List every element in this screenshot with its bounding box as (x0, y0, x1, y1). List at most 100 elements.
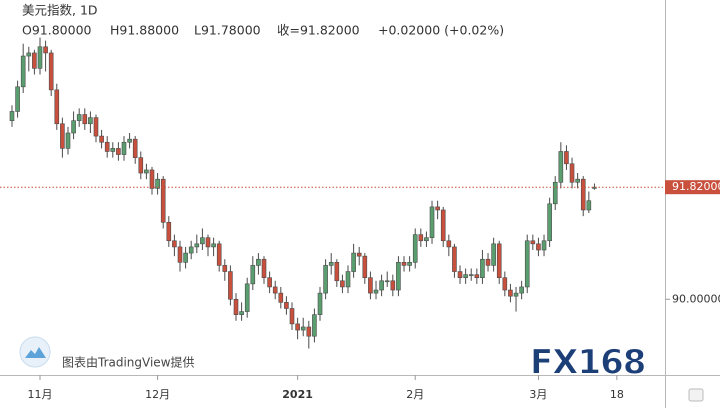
candle-body (9, 111, 15, 121)
candle-body (407, 262, 412, 266)
candle-body (564, 151, 569, 165)
plot-area (0, 37, 665, 349)
candle-body (110, 148, 116, 152)
last-price-box (665, 180, 720, 195)
logo: FX168 (530, 343, 645, 383)
candle-body (452, 246, 457, 272)
candle-body (502, 277, 508, 291)
candle-body (379, 280, 384, 291)
candle-body (32, 52, 37, 69)
x-tick-label: 3月 (529, 388, 547, 401)
candle-body (328, 262, 334, 266)
candle-body (228, 271, 233, 300)
candle-body (127, 138, 132, 143)
candle-body (373, 289, 379, 294)
candle-body (508, 289, 513, 297)
candle-body (289, 308, 295, 325)
candle-body (144, 169, 149, 174)
x-tick-label: 18 (610, 388, 624, 401)
candle-body (166, 221, 172, 242)
candle-body (267, 277, 272, 288)
candle-body (256, 258, 261, 266)
candle-body (474, 274, 480, 279)
candle-body (172, 240, 177, 248)
candle-body (194, 243, 200, 248)
candle-body (446, 240, 452, 248)
x-tick-label: 2021 (282, 388, 313, 401)
candle-body (93, 117, 99, 137)
candle-body (116, 148, 121, 155)
candle-body (233, 298, 239, 315)
candle-body (457, 271, 463, 279)
candle-body (104, 141, 110, 152)
candle-body (569, 163, 575, 183)
candle-body (575, 178, 580, 183)
candle-body (211, 243, 216, 248)
candle-body (552, 181, 558, 205)
candle-body (440, 209, 446, 242)
candle-body (239, 311, 244, 315)
candle-body (82, 114, 88, 125)
tradingview-icon (19, 336, 51, 368)
candle-body (312, 314, 317, 337)
x-tick-label: 12月 (145, 388, 170, 401)
candle-body (418, 234, 424, 242)
candle-body (463, 274, 468, 279)
candle-body (558, 151, 564, 183)
candle-body (278, 292, 284, 303)
candle-body (244, 283, 250, 312)
candle-body (586, 200, 592, 211)
candle-body (138, 157, 144, 174)
candle-body (132, 138, 138, 158)
candle-body (76, 114, 82, 121)
candle-body (401, 262, 407, 266)
candle-body (592, 186, 597, 189)
candle-body (121, 141, 127, 155)
candle-body (155, 178, 160, 189)
candle-body (88, 117, 93, 125)
candle-body (480, 258, 485, 279)
candle-body (54, 89, 60, 125)
candle-body (48, 52, 54, 91)
close-label: 收=91.82000 (277, 23, 360, 38)
candle-body (334, 262, 340, 282)
candle-body (536, 243, 541, 251)
candle-body (351, 252, 356, 272)
candle-body (216, 243, 222, 266)
candle-body (188, 246, 194, 254)
candle-body (317, 292, 323, 315)
candle-body (15, 86, 20, 112)
candle-body (468, 274, 474, 276)
candle-body (412, 234, 418, 263)
x-tick-label: 11月 (27, 388, 52, 401)
candle-body (284, 302, 289, 309)
candle-body (362, 255, 368, 279)
candle-body (390, 280, 396, 291)
x-tick-label: 2月 (406, 388, 424, 401)
chart-title: 美元指数, 1D (22, 3, 98, 18)
candle-body (261, 258, 267, 279)
settings-icon[interactable] (688, 388, 704, 402)
candle-body (295, 323, 300, 331)
candle-body (323, 265, 328, 294)
candle-body (524, 240, 530, 288)
candle-body (37, 46, 43, 69)
candle-body (160, 178, 166, 223)
candle-body (149, 169, 155, 189)
candle-body (519, 286, 524, 294)
candle-body (345, 271, 351, 288)
candle-body (222, 265, 228, 272)
candle-body (429, 206, 435, 238)
candle-body (200, 237, 205, 245)
candle-body (99, 135, 104, 143)
candle-body (71, 120, 76, 134)
candle-body (340, 280, 345, 288)
candle-body (496, 243, 502, 279)
high-label: H91.88000 (110, 23, 179, 38)
candle-body (541, 240, 547, 251)
candle-body (491, 243, 496, 266)
candle-body (60, 123, 65, 149)
